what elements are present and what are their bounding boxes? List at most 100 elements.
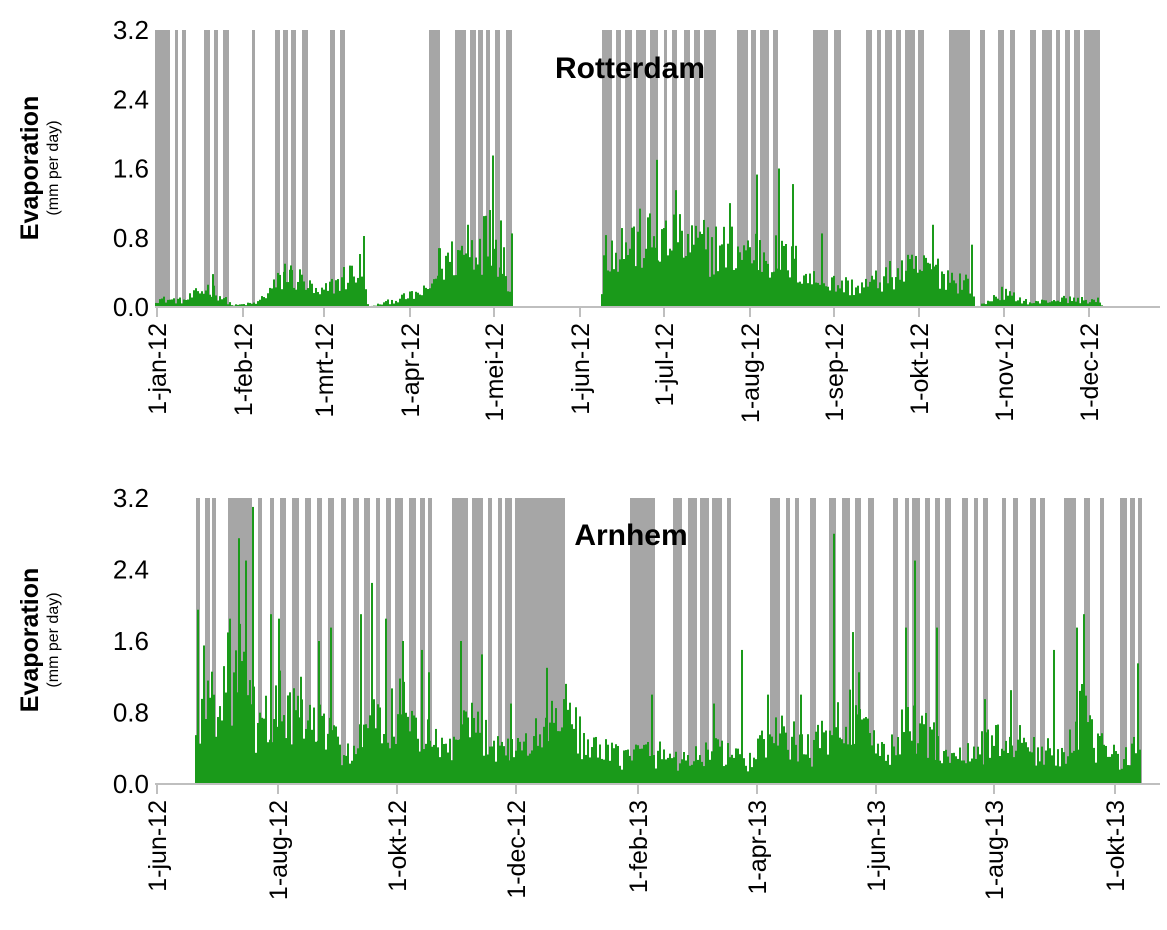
evaporation-bar (287, 695, 289, 784)
evaporation-bar (991, 735, 993, 784)
evaporation-bar (575, 707, 577, 784)
gap-band (252, 30, 255, 307)
evaporation-bar (921, 271, 923, 307)
evaporation-bar (387, 299, 389, 307)
evaporation-bar (381, 304, 383, 307)
evaporation-bar (817, 724, 819, 784)
evaporation-bar (179, 297, 181, 307)
evaporation-bar (633, 749, 635, 784)
evaporation-bar (595, 736, 597, 784)
evaporation-bar (663, 228, 665, 307)
evaporation-bar (1067, 756, 1069, 784)
evaporation-bar (617, 746, 619, 784)
evaporation-bar (569, 702, 571, 784)
evaporation-bar (611, 240, 613, 307)
evaporation-bar (829, 290, 831, 307)
evaporation-bar (207, 680, 209, 784)
evaporation-bar (969, 293, 971, 307)
evaporation-bar (627, 255, 629, 307)
evaporation-bar (891, 734, 893, 784)
evaporation-bar (981, 731, 983, 784)
evaporation-bar (999, 756, 1001, 784)
evaporation-bar (159, 299, 161, 307)
gap-band (770, 498, 780, 784)
evaporation-bar (269, 287, 271, 307)
evaporation-bar (383, 302, 385, 307)
evaporation-bar (723, 766, 725, 784)
evaporation-bar (1053, 300, 1055, 307)
evaporation-bar (387, 742, 389, 784)
evaporation-bar (405, 299, 407, 307)
evaporation-bar (169, 299, 171, 307)
evaporation-bar (973, 296, 975, 307)
evaporation-bar (435, 278, 437, 307)
evaporation-peak (278, 618, 280, 784)
gap-band (505, 498, 512, 784)
evaporation-bar (621, 228, 623, 307)
evaporation-bar (497, 736, 499, 784)
evaporation-bar (209, 294, 211, 307)
evaporation-bar (895, 277, 897, 307)
evaporation-bar (643, 258, 645, 307)
evaporation-bar (841, 280, 843, 307)
evaporation-bar (809, 273, 811, 307)
evaporation-bar (897, 268, 899, 307)
evaporation-bar (687, 755, 689, 784)
evaporation-bar (649, 756, 651, 784)
evaporation-bar (831, 277, 833, 307)
evaporation-bar (1027, 747, 1029, 784)
evaporation-bar (597, 757, 599, 784)
evaporation-bar (305, 289, 307, 307)
evaporation-bar (997, 724, 999, 784)
evaporation-bar (901, 260, 903, 307)
evaporation-bar (1031, 752, 1033, 784)
evaporation-bar (497, 276, 499, 307)
evaporation-bar (537, 745, 539, 784)
evaporation-peak (729, 203, 731, 307)
evaporation-peak (212, 274, 214, 307)
evaporation-peak (363, 236, 365, 307)
gap-band (1138, 498, 1142, 784)
gap-band (214, 30, 218, 307)
evaporation-peak (675, 190, 677, 307)
gap-band (855, 498, 861, 784)
evaporation-bar (207, 284, 209, 307)
evaporation-peak (421, 649, 423, 784)
evaporation-bar (327, 733, 329, 784)
evaporation-bar (683, 257, 685, 307)
x-tick-label: 1-okt-12 (906, 323, 934, 415)
evaporation-bar (423, 749, 425, 784)
evaporation-bar (451, 760, 453, 784)
evaporation-bar (603, 759, 605, 784)
evaporation-bar (915, 255, 917, 307)
evaporation-bar (1001, 286, 1003, 307)
evaporation-bar (365, 724, 367, 784)
evaporation-bar (895, 755, 897, 784)
evaporation-bar (751, 263, 753, 307)
gap-band (455, 30, 466, 307)
gap-band (1013, 498, 1018, 784)
evaporation-bar (1057, 749, 1059, 784)
evaporation-bar (641, 267, 643, 307)
evaporation-bar (859, 293, 861, 307)
gap-band (829, 498, 836, 784)
evaporation-bar (551, 700, 553, 784)
evaporation-bar (829, 730, 831, 784)
evaporation-bar (865, 278, 867, 307)
evaporation-bar (937, 258, 939, 307)
y-tick-label: 0.0 (113, 769, 149, 799)
evaporation-bar (719, 746, 721, 784)
evaporation-bar (707, 749, 709, 784)
evaporation-bar (923, 724, 925, 784)
evaporation-bar (733, 269, 735, 307)
evaporation-bar (219, 706, 221, 784)
evaporation-bar (731, 226, 733, 307)
evaporation-bar (927, 262, 929, 307)
evaporation-bar (327, 290, 329, 307)
evaporation-bar (673, 214, 675, 307)
evaporation-peak (858, 672, 860, 784)
gap-band (1100, 498, 1104, 784)
evaporation-bar (635, 266, 637, 307)
evaporation-bar (693, 761, 695, 784)
evaporation-bar (355, 282, 357, 307)
